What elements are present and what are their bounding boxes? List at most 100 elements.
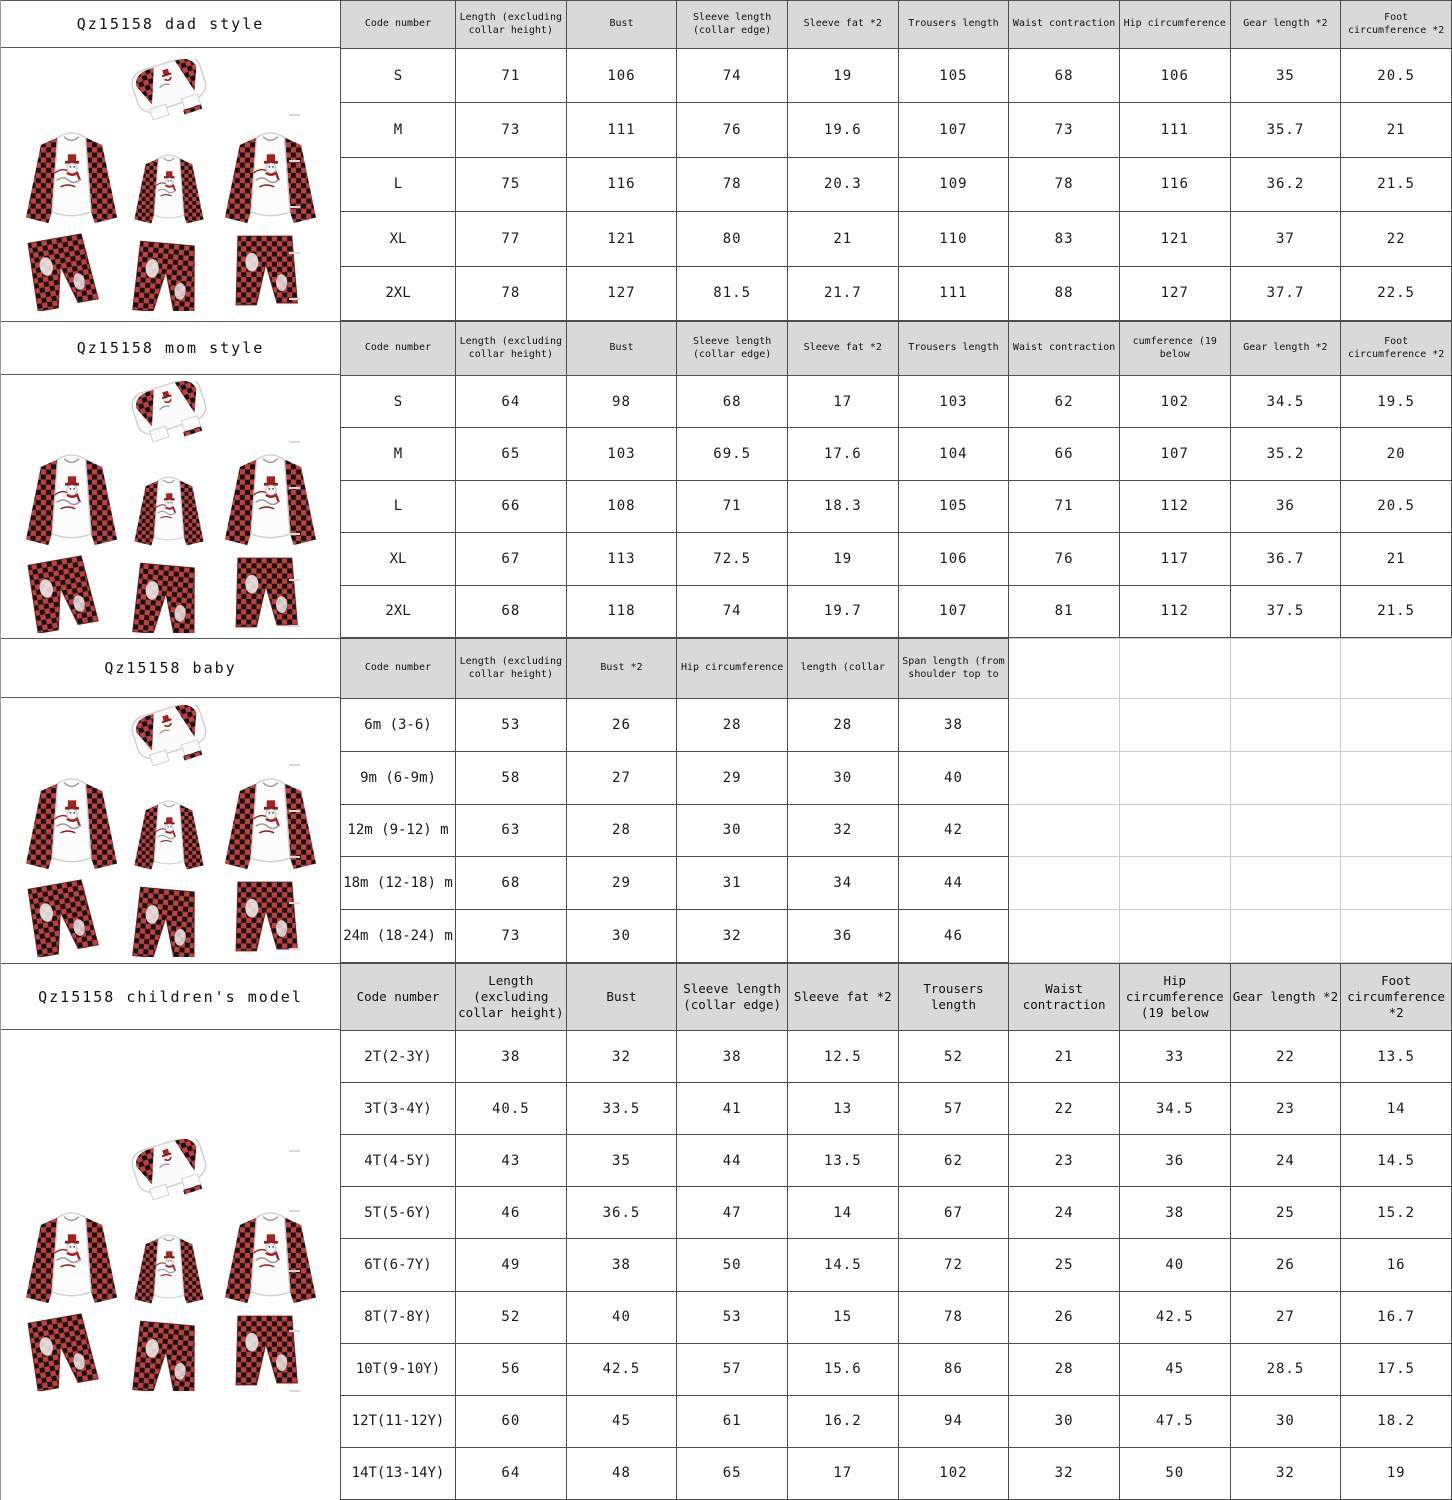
table-row: 6m (3-6) 53 26 28 28 38 xyxy=(340,698,1452,752)
measurement-cell: 31 xyxy=(676,856,788,911)
measurement-cell: 21 xyxy=(786,211,899,267)
measurement-cell: 28.5 xyxy=(1229,1342,1342,1396)
measurement-cell: 32 xyxy=(1229,1446,1342,1500)
measurement-cell: 21.7 xyxy=(786,265,899,322)
dad-section-title: Qz15158 dad style xyxy=(1,0,340,48)
measure-tick-marks xyxy=(289,114,300,300)
measurement-cell: 50 xyxy=(676,1238,788,1292)
column-header: Code number xyxy=(340,321,456,376)
size-code-cell: 6T(6-7Y) xyxy=(340,1238,456,1292)
measurement-cell: 16.7 xyxy=(1340,1290,1452,1344)
table-row: 24m (18-24) m 73 30 32 36 46 xyxy=(340,909,1452,963)
column-header: Code number xyxy=(340,963,456,1031)
measurement-cell: 64 xyxy=(455,374,567,429)
size-code-cell: 3T(3-4Y) xyxy=(340,1082,456,1136)
measurement-cell: 111 xyxy=(565,102,678,158)
column-header: Sleeve length (collar edge) xyxy=(676,321,788,376)
measurement-cell xyxy=(1008,803,1120,858)
column-header: Waist contraction xyxy=(1008,0,1120,49)
measurement-cell: 107 xyxy=(897,584,1010,639)
measurement-cell: 58 xyxy=(455,750,567,805)
size-table-mom: Code number Length (excluding collar heig… xyxy=(340,321,1452,639)
table-row: S 71 106 74 19 105 68 106 35 20.5 xyxy=(340,47,1452,104)
measurement-cell: 71 xyxy=(676,479,788,534)
size-table-dad: Code number Length (excluding collar heig… xyxy=(340,0,1452,322)
measurement-cell: 107 xyxy=(897,102,1010,158)
measurement-cell xyxy=(1118,856,1231,911)
column-header: Foot circumference *2 xyxy=(1340,963,1452,1031)
measurement-cell: 67 xyxy=(455,532,567,586)
measurement-cell: 34 xyxy=(786,856,899,911)
column-header xyxy=(1118,638,1231,699)
measurement-cell: 38 xyxy=(565,1238,678,1292)
size-code-cell: L xyxy=(340,479,456,534)
measurement-cell: 57 xyxy=(897,1082,1010,1136)
measurement-cell: 65 xyxy=(455,427,567,481)
size-code-cell: M xyxy=(340,427,456,481)
measurement-cell: 19 xyxy=(1340,1446,1452,1500)
table-row: XL 77 121 80 21 110 83 121 37 22 xyxy=(340,211,1452,267)
measurement-cell: 42.5 xyxy=(1118,1290,1231,1344)
measure-tick-marks xyxy=(289,1150,300,1392)
measurement-cell: 71 xyxy=(1008,479,1120,534)
measurement-cell: 63 xyxy=(455,803,567,858)
measurement-cell: 53 xyxy=(455,698,567,752)
measurement-cell xyxy=(1340,803,1452,858)
measurement-cell xyxy=(1008,856,1120,911)
section-dad: Qz15158 dad style xyxy=(0,0,1452,322)
measurement-cell: 38 xyxy=(455,1029,567,1084)
measurement-cell: 28 xyxy=(1008,1342,1120,1396)
measurement-cell: 29 xyxy=(565,856,678,911)
measurement-cell: 103 xyxy=(897,374,1010,429)
size-code-cell: 6m (3-6) xyxy=(340,698,456,752)
measurement-cell: 74 xyxy=(676,584,788,639)
measurement-cell: 24 xyxy=(1008,1186,1120,1240)
dad-left-panel: Qz15158 dad style xyxy=(0,0,340,321)
column-header: Span length (from shoulder top to xyxy=(897,638,1010,699)
measurement-cell: 36.7 xyxy=(1229,532,1342,586)
measurement-cell: 14.5 xyxy=(786,1238,899,1292)
measurement-cell: 17 xyxy=(786,1446,899,1500)
measurement-cell: 28 xyxy=(786,698,899,752)
measurement-cell: 22 xyxy=(1229,1029,1342,1084)
size-table-children: Code number Length (excluding collar heig… xyxy=(340,963,1452,1500)
size-code-cell: 14T(13-14Y) xyxy=(340,1446,456,1500)
measurement-cell: 40 xyxy=(897,750,1010,805)
measurement-cell: 106 xyxy=(897,532,1010,586)
header-row: Code number Length (excluding collar heig… xyxy=(340,963,1452,1031)
measurement-cell: 112 xyxy=(1118,479,1231,534)
size-code-cell: 2XL xyxy=(340,265,456,322)
baby-product-image xyxy=(1,698,340,963)
measurement-cell: 76 xyxy=(1008,532,1120,586)
measurement-cell: 27 xyxy=(1229,1290,1342,1344)
measurement-cell: 20.5 xyxy=(1340,47,1452,104)
measurement-cell: 65 xyxy=(676,1446,788,1500)
table-row: 4T(4-5Y) 43 35 44 13.5 62 23 36 24 14.5 xyxy=(340,1134,1452,1188)
measurement-cell: 19.5 xyxy=(1340,374,1452,429)
measurement-cell: 26 xyxy=(1229,1238,1342,1292)
measurement-cell: 88 xyxy=(1008,265,1120,322)
column-header: Trousers length xyxy=(897,963,1010,1031)
children-product-image xyxy=(1,1030,340,1500)
measurement-cell: 30 xyxy=(1008,1394,1120,1448)
measurement-cell xyxy=(1340,698,1452,752)
measurement-cell: 14 xyxy=(1340,1082,1452,1136)
measurement-cell: 13.5 xyxy=(786,1134,899,1188)
column-header: Bust xyxy=(565,0,678,49)
measurement-cell: 121 xyxy=(1118,211,1231,267)
table-row: 9m (6-9m) 58 27 29 30 40 xyxy=(340,750,1452,805)
column-header: Bust xyxy=(565,963,678,1031)
measurement-cell: 76 xyxy=(676,102,788,158)
measurement-cell: 48 xyxy=(565,1446,678,1500)
column-header xyxy=(1008,638,1120,699)
measurement-cell xyxy=(1340,856,1452,911)
column-header: Length (excluding collar height) xyxy=(455,0,567,49)
column-header: Sleeve fat *2 xyxy=(786,963,899,1031)
children-left-panel: Qz15158 children's model xyxy=(0,963,340,1500)
measurement-cell: 35 xyxy=(565,1134,678,1188)
measurement-cell: 104 xyxy=(897,427,1010,481)
measurement-cell: 52 xyxy=(897,1029,1010,1084)
column-header: Code number xyxy=(340,0,456,49)
measurement-cell xyxy=(1118,698,1231,752)
